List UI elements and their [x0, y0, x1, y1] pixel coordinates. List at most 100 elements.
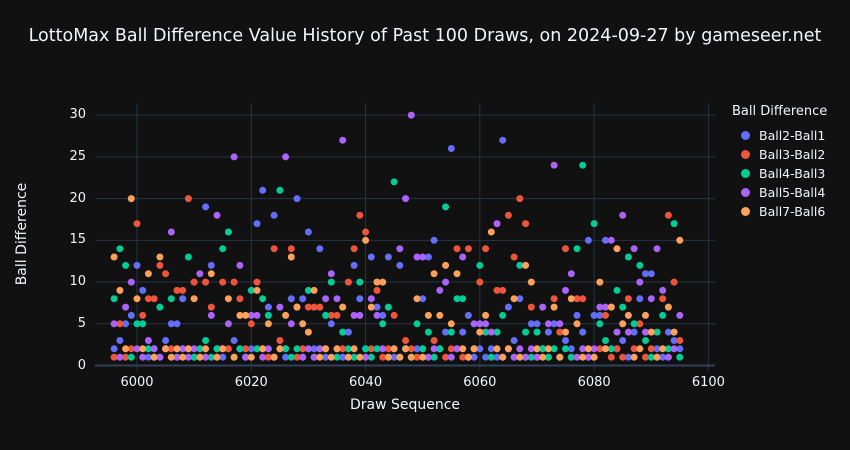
data-point[interactable]	[396, 261, 404, 269]
data-point[interactable]	[402, 337, 410, 344]
data-point[interactable]	[447, 345, 455, 353]
data-point[interactable]	[642, 337, 649, 344]
data-point[interactable]	[390, 311, 398, 319]
data-point[interactable]	[144, 295, 152, 303]
data-point[interactable]	[173, 345, 181, 353]
data-point[interactable]	[356, 353, 364, 361]
data-point[interactable]	[596, 345, 604, 353]
data-point[interactable]	[179, 286, 187, 294]
data-point[interactable]	[619, 353, 627, 361]
data-point[interactable]	[167, 320, 175, 328]
data-point[interactable]	[607, 345, 615, 353]
data-point[interactable]	[264, 345, 272, 353]
data-point[interactable]	[562, 345, 569, 353]
data-point[interactable]	[150, 353, 158, 361]
data-point[interactable]	[424, 311, 432, 319]
data-point[interactable]	[259, 186, 267, 194]
data-point[interactable]	[116, 337, 124, 344]
data-point[interactable]	[356, 211, 364, 219]
data-point[interactable]	[664, 353, 672, 361]
data-point[interactable]	[133, 320, 141, 328]
data-point[interactable]	[287, 353, 295, 361]
data-point[interactable]	[373, 311, 381, 319]
data-point[interactable]	[287, 253, 295, 261]
data-point[interactable]	[367, 295, 375, 303]
legend-item-Ball2-Ball1[interactable]: Ball2-Ball1	[732, 126, 827, 145]
data-point[interactable]	[630, 328, 638, 336]
data-point[interactable]	[624, 295, 632, 303]
data-point[interactable]	[533, 328, 541, 336]
data-point[interactable]	[367, 345, 375, 353]
data-point[interactable]	[196, 345, 204, 353]
data-point[interactable]	[659, 295, 667, 303]
data-point[interactable]	[196, 270, 204, 278]
data-point[interactable]	[453, 270, 461, 278]
data-point[interactable]	[316, 245, 324, 253]
data-point[interactable]	[162, 345, 170, 353]
data-point[interactable]	[579, 328, 587, 336]
data-point[interactable]	[619, 337, 627, 344]
data-point[interactable]	[236, 345, 244, 353]
data-point[interactable]	[504, 211, 512, 219]
data-point[interactable]	[316, 353, 324, 361]
data-point[interactable]	[213, 211, 221, 219]
data-point[interactable]	[350, 345, 358, 353]
data-point[interactable]	[487, 328, 495, 336]
data-point[interactable]	[453, 245, 461, 253]
data-point[interactable]	[282, 311, 290, 319]
data-point[interactable]	[362, 236, 370, 244]
data-point[interactable]	[476, 328, 484, 336]
data-point[interactable]	[156, 303, 164, 311]
data-point[interactable]	[676, 353, 684, 361]
data-point[interactable]	[196, 353, 204, 361]
data-point[interactable]	[247, 353, 255, 361]
data-point[interactable]	[670, 278, 678, 286]
data-point[interactable]	[516, 345, 524, 353]
data-point[interactable]	[224, 320, 232, 328]
data-point[interactable]	[413, 345, 421, 353]
data-point[interactable]	[424, 328, 432, 336]
data-point[interactable]	[413, 295, 421, 303]
data-point[interactable]	[110, 320, 118, 328]
data-point[interactable]	[624, 253, 632, 261]
data-point[interactable]	[327, 353, 335, 361]
data-point[interactable]	[116, 245, 124, 253]
data-point[interactable]	[379, 311, 387, 319]
data-point[interactable]	[299, 320, 307, 328]
data-point[interactable]	[127, 278, 135, 286]
data-point[interactable]	[533, 353, 541, 361]
data-point[interactable]	[339, 136, 347, 144]
data-point[interactable]	[607, 303, 615, 311]
data-point[interactable]	[676, 311, 684, 319]
data-point[interactable]	[162, 270, 170, 278]
data-point[interactable]	[179, 295, 187, 303]
data-point[interactable]	[327, 278, 335, 286]
data-point[interactable]	[470, 320, 478, 328]
data-point[interactable]	[333, 295, 341, 303]
data-point[interactable]	[310, 345, 318, 353]
data-point[interactable]	[310, 303, 318, 311]
data-point[interactable]	[253, 286, 261, 294]
data-point[interactable]	[362, 353, 370, 361]
data-point[interactable]	[310, 353, 318, 361]
data-point[interactable]	[282, 153, 290, 161]
data-point[interactable]	[567, 353, 575, 361]
data-point[interactable]	[430, 345, 438, 353]
data-point[interactable]	[676, 236, 684, 244]
data-point[interactable]	[304, 303, 312, 311]
data-point[interactable]	[590, 353, 598, 361]
data-point[interactable]	[333, 345, 341, 353]
data-point[interactable]	[344, 328, 352, 336]
data-point[interactable]	[464, 245, 472, 253]
data-point[interactable]	[344, 278, 352, 286]
data-point[interactable]	[607, 353, 615, 361]
data-point[interactable]	[527, 320, 535, 328]
data-point[interactable]	[384, 303, 392, 311]
data-point[interactable]	[664, 345, 672, 353]
data-point[interactable]	[596, 320, 604, 328]
data-point[interactable]	[670, 220, 678, 228]
data-point[interactable]	[413, 320, 421, 328]
data-point[interactable]	[653, 328, 661, 336]
data-point[interactable]	[544, 353, 552, 361]
data-point[interactable]	[133, 261, 141, 269]
